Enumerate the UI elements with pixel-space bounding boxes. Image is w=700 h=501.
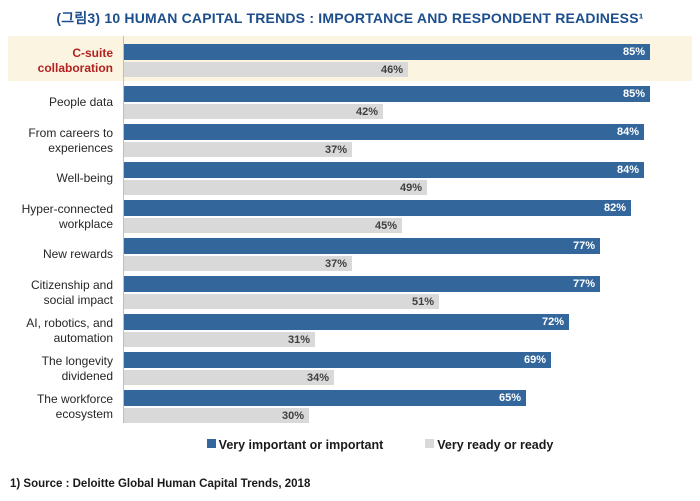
bar-value-label: 85% bbox=[622, 88, 645, 100]
readiness-bar: 37% bbox=[123, 256, 352, 271]
importance-bar: 77% bbox=[123, 238, 600, 254]
category-bars: 84% 37% bbox=[123, 124, 692, 157]
bar-value-label: 45% bbox=[374, 219, 397, 232]
bar-value-label: 30% bbox=[281, 409, 304, 422]
bar-value-label: 42% bbox=[355, 105, 378, 118]
chart-row: People data 85% 42% bbox=[8, 86, 692, 119]
readiness-bar: 37% bbox=[123, 142, 352, 157]
category-label: People data bbox=[48, 95, 113, 109]
source-note: 1) Source : Deloitte Global Human Capita… bbox=[10, 478, 311, 490]
chart-row: The longevity dividened 69% 34% bbox=[8, 352, 692, 385]
readiness-swatch-icon bbox=[425, 439, 435, 448]
legend-label-readiness: Very ready or ready bbox=[437, 438, 554, 452]
category-bars: 85% 42% bbox=[123, 86, 692, 119]
bar-value-label: 51% bbox=[411, 295, 434, 308]
chart-row: AI, robotics, and automation 72% 31% bbox=[8, 314, 692, 347]
category-label: From careers to experiences bbox=[28, 125, 113, 155]
bar-value-label: 72% bbox=[541, 316, 564, 328]
readiness-bar: 45% bbox=[123, 218, 402, 233]
bar-value-label: 77% bbox=[572, 240, 595, 252]
importance-bar: 69% bbox=[123, 352, 551, 368]
chart-row: C-suite collaboration 85% 46% bbox=[8, 36, 692, 81]
importance-bar: 84% bbox=[123, 162, 644, 178]
importance-bar: 82% bbox=[123, 200, 631, 216]
bar-value-label: 34% bbox=[306, 371, 329, 384]
category-bars: 82% 45% bbox=[123, 200, 692, 233]
bar-value-label: 82% bbox=[603, 202, 626, 214]
bar-chart: C-suite collaboration 85% 46% People data 85… bbox=[8, 36, 692, 423]
bar-value-label: 37% bbox=[324, 143, 347, 156]
bar-value-label: 37% bbox=[324, 257, 347, 270]
category-label: C-suite collaboration bbox=[37, 45, 113, 75]
bar-value-label: 84% bbox=[616, 164, 639, 176]
y-axis-line bbox=[123, 36, 124, 423]
category-label: Hyper-connected workplace bbox=[21, 201, 113, 231]
category-label: Well-being bbox=[56, 171, 113, 185]
chart-row: The workforce ecosystem 65% 30% bbox=[8, 390, 692, 423]
category-label: The workforce ecosystem bbox=[36, 391, 113, 421]
bar-value-label: 46% bbox=[380, 63, 403, 76]
legend-label-importance: Very important or important bbox=[218, 438, 384, 452]
category-label: New rewards bbox=[42, 247, 113, 261]
chart-rows: C-suite collaboration 85% 46% People data 85… bbox=[8, 36, 692, 423]
bar-value-label: 65% bbox=[498, 392, 521, 404]
importance-bar: 65% bbox=[123, 390, 526, 406]
importance-swatch-icon bbox=[206, 439, 216, 448]
readiness-bar: 46% bbox=[123, 62, 408, 77]
chart-row: Citizenship and social impact 77% 51% bbox=[8, 276, 692, 309]
legend-item-readiness: Very ready or ready bbox=[425, 438, 553, 452]
category-bars: 72% 31% bbox=[123, 314, 692, 347]
chart-legend: Very important or important Very ready o… bbox=[60, 438, 700, 452]
legend-item-importance: Very important or important bbox=[206, 438, 384, 452]
category-bars: 69% 34% bbox=[123, 352, 692, 385]
bar-value-label: 49% bbox=[399, 181, 422, 194]
chart-row: New rewards 77% 37% bbox=[8, 238, 692, 271]
category-label: The longevity dividened bbox=[41, 353, 113, 383]
bar-value-label: 77% bbox=[572, 278, 595, 290]
chart-row: Well-being 84% 49% bbox=[8, 162, 692, 195]
readiness-bar: 34% bbox=[123, 370, 334, 385]
category-bars: 77% 51% bbox=[123, 276, 692, 309]
category-bars: 77% 37% bbox=[123, 238, 692, 271]
bar-value-label: 31% bbox=[287, 333, 310, 346]
bar-value-label: 84% bbox=[616, 126, 639, 138]
importance-bar: 85% bbox=[123, 86, 650, 102]
category-label: AI, robotics, and automation bbox=[26, 315, 113, 345]
readiness-bar: 49% bbox=[123, 180, 427, 195]
category-bars: 65% 30% bbox=[123, 390, 692, 423]
chart-title: (그림3) 10 HUMAN CAPITAL TRENDS : IMPORTAN… bbox=[56, 10, 644, 26]
importance-bar: 72% bbox=[123, 314, 569, 330]
readiness-bar: 31% bbox=[123, 332, 315, 347]
category-bars: 84% 49% bbox=[123, 162, 692, 195]
importance-bar: 84% bbox=[123, 124, 644, 140]
importance-bar: 77% bbox=[123, 276, 600, 292]
readiness-bar: 42% bbox=[123, 104, 383, 119]
bar-value-label: 69% bbox=[523, 354, 546, 366]
readiness-bar: 51% bbox=[123, 294, 439, 309]
readiness-bar: 30% bbox=[123, 408, 309, 423]
category-label: Citizenship and social impact bbox=[30, 277, 113, 307]
category-bars: 85% 46% bbox=[123, 44, 692, 77]
chart-row: From careers to experiences 84% 37% bbox=[8, 124, 692, 157]
importance-bar: 85% bbox=[123, 44, 650, 60]
chart-row: Hyper-connected workplace 82% 45% bbox=[8, 200, 692, 233]
bar-value-label: 85% bbox=[622, 46, 645, 58]
